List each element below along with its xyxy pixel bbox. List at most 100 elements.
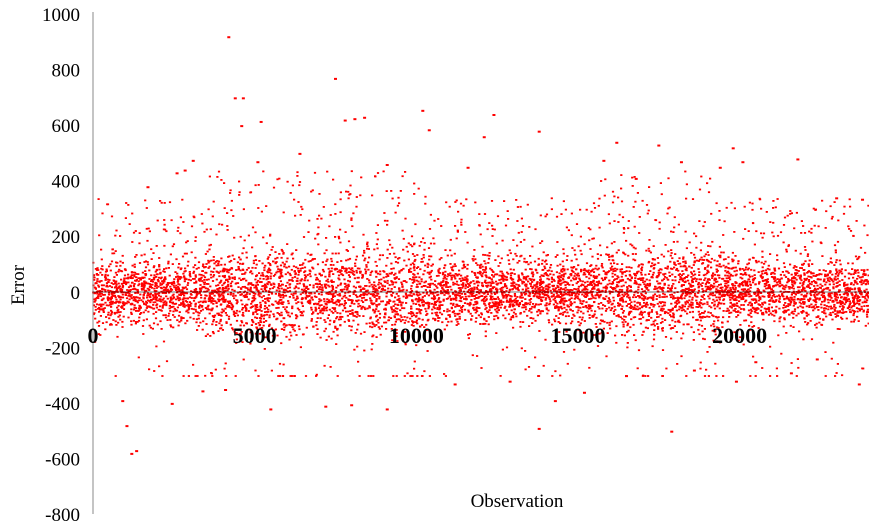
residual-dot bbox=[238, 256, 241, 259]
residual-dot bbox=[737, 310, 740, 313]
residual-dot bbox=[318, 282, 321, 285]
residual-dot bbox=[743, 269, 746, 272]
residual-dot bbox=[404, 171, 407, 173]
residual-dot bbox=[815, 316, 818, 319]
residual-dot bbox=[552, 295, 555, 298]
residual-dot bbox=[450, 297, 453, 300]
residual-dot bbox=[174, 302, 178, 305]
residual-dot bbox=[316, 283, 319, 286]
residual-dot bbox=[321, 289, 324, 292]
residual-dot bbox=[701, 282, 704, 284]
residual-dot bbox=[569, 304, 573, 307]
residual-dot bbox=[692, 316, 695, 319]
residual-dot bbox=[849, 230, 853, 232]
residual-dot bbox=[582, 312, 585, 315]
residual-dot bbox=[537, 257, 540, 260]
residual-dot bbox=[617, 221, 620, 223]
residual-dot bbox=[716, 269, 719, 272]
residual-dot bbox=[851, 268, 854, 270]
residual-dot bbox=[225, 268, 228, 271]
residual-dot bbox=[615, 325, 618, 328]
residual-dot bbox=[808, 282, 812, 285]
residual-dot bbox=[463, 266, 466, 269]
residual-dot bbox=[363, 349, 366, 352]
residual-dot bbox=[390, 328, 393, 330]
residual-dot bbox=[488, 289, 491, 292]
residual-dot bbox=[748, 201, 751, 204]
residual-dot bbox=[864, 297, 867, 300]
residual-dot bbox=[429, 275, 432, 278]
residual-dot bbox=[286, 281, 289, 284]
residual-dot bbox=[376, 224, 379, 226]
residual-dot bbox=[107, 289, 110, 292]
residual-dot bbox=[159, 320, 162, 323]
residual-dot bbox=[809, 320, 812, 322]
residual-dot bbox=[124, 291, 127, 294]
residual-dot bbox=[545, 297, 548, 299]
residual-dot bbox=[617, 249, 620, 252]
residual-dot bbox=[621, 263, 624, 265]
residual-dot bbox=[558, 275, 561, 278]
residual-dot bbox=[245, 307, 248, 309]
residual-dot bbox=[566, 282, 569, 285]
residual-dot bbox=[657, 262, 660, 264]
residual-dot bbox=[479, 267, 482, 269]
residual-dot bbox=[605, 287, 608, 290]
residual-dot bbox=[376, 294, 379, 297]
residual-dot bbox=[288, 323, 291, 326]
residual-dot bbox=[323, 283, 326, 286]
residual-dot bbox=[119, 235, 122, 237]
residual-dot bbox=[536, 314, 539, 317]
residual-dot bbox=[439, 292, 443, 295]
residual-dot bbox=[249, 342, 252, 345]
residual-dot bbox=[372, 375, 375, 377]
residual-dot bbox=[278, 287, 281, 290]
residual-dot bbox=[793, 308, 797, 311]
residual-dot bbox=[303, 271, 306, 274]
residual-dot bbox=[238, 180, 241, 183]
residual-dot bbox=[468, 289, 471, 291]
residual-dot bbox=[484, 308, 487, 311]
residual-dot bbox=[706, 280, 709, 283]
residual-dot bbox=[630, 277, 633, 280]
residual-dot bbox=[359, 288, 362, 291]
residual-dot bbox=[624, 321, 627, 323]
residual-dot bbox=[339, 211, 342, 214]
residual-dot bbox=[693, 294, 697, 297]
residual-dot bbox=[701, 258, 704, 261]
residual-dot bbox=[836, 328, 839, 330]
residual-dot bbox=[835, 299, 838, 301]
residual-dot bbox=[305, 287, 308, 290]
residual-dot bbox=[577, 274, 580, 277]
residual-dot bbox=[605, 308, 608, 310]
residual-dot bbox=[110, 303, 113, 306]
residual-dot bbox=[491, 287, 494, 290]
residual-dot bbox=[156, 303, 159, 306]
residual-dot bbox=[485, 299, 488, 302]
residual-dot bbox=[771, 294, 774, 297]
residual-dot bbox=[531, 281, 534, 283]
residual-dot bbox=[639, 322, 643, 325]
residual-dot bbox=[117, 282, 120, 285]
residual-dot bbox=[183, 294, 186, 297]
residual-dot bbox=[454, 265, 457, 267]
residual-dot bbox=[853, 310, 856, 313]
residual-dot bbox=[835, 285, 838, 288]
residual-dot bbox=[803, 302, 806, 305]
residual-dot bbox=[249, 306, 252, 309]
residual-dot bbox=[217, 170, 221, 173]
residual-dot bbox=[331, 252, 334, 255]
residual-dot bbox=[192, 266, 195, 269]
residual-dot bbox=[239, 258, 242, 261]
residual-dot bbox=[302, 284, 306, 287]
residual-dot bbox=[94, 297, 97, 300]
residual-dot bbox=[699, 319, 702, 322]
residual-dot bbox=[348, 280, 351, 283]
residual-dot bbox=[523, 238, 526, 241]
residual-dot bbox=[800, 290, 804, 292]
residual-dot bbox=[598, 226, 601, 229]
residual-dot bbox=[227, 318, 231, 320]
residual-dot bbox=[807, 313, 810, 316]
residual-dot bbox=[740, 288, 743, 291]
residual-dot bbox=[719, 283, 722, 286]
